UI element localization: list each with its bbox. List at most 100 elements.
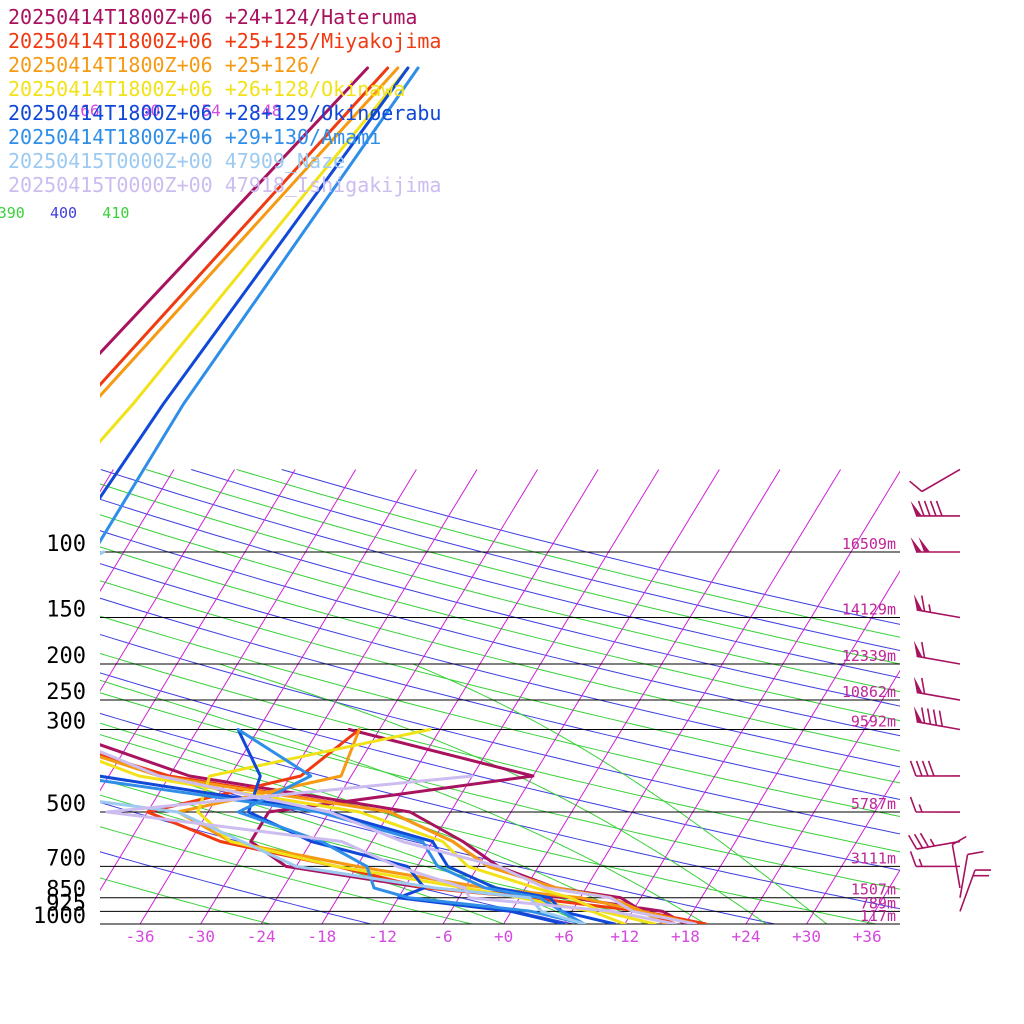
- wind-barb-feather: [938, 710, 944, 727]
- dry-adiabat-line: [100, 633, 900, 835]
- isobar-group: [100, 551, 900, 925]
- temperature-tick-label: +6: [555, 927, 574, 946]
- dry-adiabat-line: [100, 877, 270, 924]
- isotherm-line: [200, 469, 478, 924]
- moist-adiabat-line: [412, 663, 828, 924]
- height-label: 1507m: [851, 881, 896, 899]
- dry-adiabat-line: [100, 802, 573, 924]
- legend-entry: 20250415T0000Z+00 47918_Ishigakijima: [8, 173, 441, 197]
- dry-adiabat-line: [100, 546, 900, 752]
- wind-barb: [909, 760, 961, 777]
- dry-adiabat-line: [100, 615, 900, 817]
- isotherm-line: [0, 469, 53, 924]
- isotherm-line: [100, 469, 235, 692]
- wind-barb-staff: [916, 691, 961, 701]
- legend: 20250414T1800Z+06 +24+124/Hateruma202504…: [8, 5, 441, 197]
- moist-adiabat-line: [219, 663, 767, 924]
- temperature-tick-label: -24: [247, 927, 276, 946]
- wind-barb-pennant: [918, 536, 930, 552]
- dry-adiabat-line: [100, 712, 900, 910]
- temperature-tick-label: -30: [186, 927, 215, 946]
- isotherm-line: [806, 769, 900, 924]
- isotherm-line: [988, 469, 1024, 924]
- wind-barb-pennant: [910, 536, 922, 552]
- wind-barb-staff: [916, 721, 961, 731]
- wind-barb: [913, 594, 961, 619]
- dry-adiabat-line: [100, 597, 900, 800]
- wind-barb-feather: [932, 709, 938, 726]
- pressure-label: 150: [46, 598, 86, 623]
- wind-barb: [907, 832, 961, 850]
- dry-adiabat-line: [100, 580, 900, 784]
- wind-barb-feather: [921, 760, 929, 777]
- wind-barb-pennant: [913, 594, 923, 611]
- theta-label: 390: [0, 204, 25, 222]
- axis-text-group: 100 16509m 150 14129m 200 12339m 250 10862m 300 9…: [0, 101, 896, 946]
- temperature-tick-label: -6: [433, 927, 452, 946]
- wind-barb-feather: [909, 851, 917, 867]
- temperature-tick-label: -18: [307, 927, 336, 946]
- wind-barb-group: [907, 468, 992, 912]
- wind-barb-feather: [919, 832, 930, 848]
- temperature-tick-label: +12: [610, 927, 639, 946]
- wind-barb-feather: [923, 500, 931, 517]
- temperature-tick-label: -12: [368, 927, 397, 946]
- wind-barb: [909, 851, 961, 868]
- wind-barb-staff: [921, 468, 961, 493]
- wind-barb-pennant: [913, 676, 923, 694]
- sounding-line: [100, 66, 586, 924]
- wind-barb: [959, 850, 984, 898]
- wind-barb-pennant: [913, 706, 923, 723]
- wind-barb-feather: [929, 500, 937, 517]
- wind-barb: [913, 676, 961, 701]
- dry-adiabat-line: [100, 672, 900, 871]
- wind-barb-half-feather: [929, 838, 936, 847]
- wind-barb-feather: [913, 833, 924, 849]
- wind-barb-half-feather: [918, 804, 923, 813]
- isotherm-line: [624, 470, 900, 924]
- wind-barb: [910, 500, 961, 517]
- theta-label: 400: [50, 204, 77, 222]
- wind-barb: [959, 869, 992, 912]
- height-label: 5787m: [851, 795, 896, 813]
- dry-adiabat-line: [100, 514, 900, 722]
- height-label: 789m: [860, 894, 896, 912]
- dry-adiabat-line: [100, 498, 900, 707]
- wind-barb-pennant: [910, 500, 922, 516]
- pressure-label: 700: [46, 846, 86, 871]
- isotherm-line: [321, 469, 599, 924]
- sounding-series-group: [100, 66, 708, 924]
- legend-entry: 20250414T1800Z+06 +25+126/: [8, 53, 321, 77]
- temperature-tick-label: +18: [671, 927, 700, 946]
- wind-barb-staff: [916, 655, 961, 665]
- isotherm-line: [381, 469, 660, 924]
- wind-barb-feather: [909, 796, 917, 813]
- wind-barb-feather: [927, 760, 935, 777]
- isotherm-label: -60: [131, 101, 160, 120]
- legend-entry: 20250414T1800Z+06 +28+129/Okinoerabu: [8, 101, 441, 125]
- isotherm-label: -54: [192, 101, 221, 120]
- dry-adiabat-line: [100, 826, 472, 924]
- dry-adiabat-line: [100, 652, 900, 853]
- wind-barb-feather: [909, 480, 923, 493]
- pressure-label: 1000: [33, 904, 86, 929]
- isotherm-label: -48: [252, 101, 281, 120]
- dry-adiabat-line: [100, 530, 900, 737]
- wind-barb-feather: [935, 500, 943, 517]
- wind-barb-half-feather: [918, 858, 923, 867]
- isotherm-line: [100, 469, 296, 792]
- height-label: 16509m: [842, 535, 896, 553]
- dry-adiabat-line: [236, 469, 900, 638]
- height-label: 10862m: [842, 683, 896, 701]
- temperature-tick-label: -36: [126, 927, 155, 946]
- dry-adiabat-line: [100, 483, 900, 693]
- pressure-label: 100: [46, 532, 86, 557]
- wind-barb: [909, 796, 961, 813]
- wind-barb-pennant: [913, 640, 923, 658]
- wind-barb-feather: [920, 707, 926, 724]
- wind-barb-feather: [920, 677, 926, 694]
- wind-barb-staff: [916, 840, 961, 850]
- wind-barb: [913, 706, 961, 731]
